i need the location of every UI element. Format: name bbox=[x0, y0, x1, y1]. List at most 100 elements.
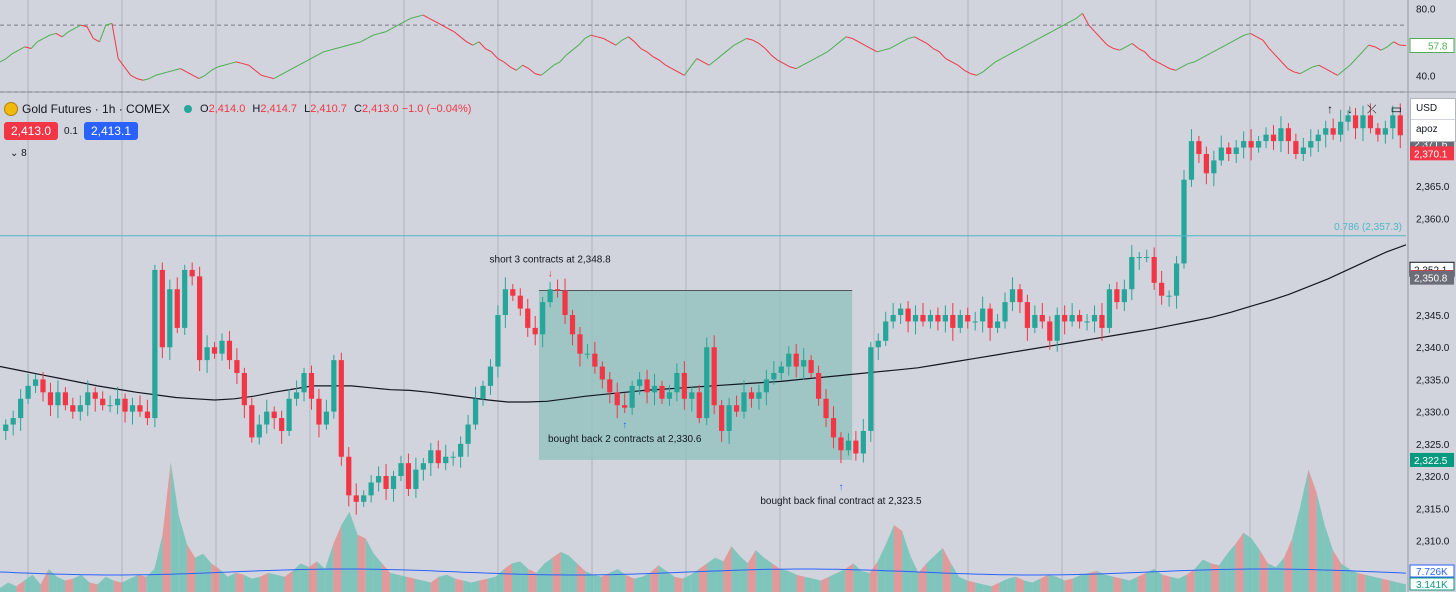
candle-body[interactable] bbox=[778, 366, 784, 373]
candle-body[interactable] bbox=[1285, 128, 1292, 142]
candle-body[interactable] bbox=[1352, 115, 1359, 129]
candle-body[interactable] bbox=[1136, 257, 1142, 259]
candle-body[interactable] bbox=[592, 353, 598, 367]
candle-body[interactable] bbox=[204, 347, 210, 361]
candle-body[interactable] bbox=[741, 392, 747, 412]
candle-body[interactable] bbox=[547, 289, 553, 303]
candle-body[interactable] bbox=[70, 405, 76, 412]
candle-body[interactable] bbox=[875, 340, 881, 348]
candle-body[interactable] bbox=[405, 463, 412, 489]
candle-body[interactable] bbox=[1263, 134, 1269, 142]
candle-body[interactable] bbox=[1360, 115, 1366, 129]
candle-body[interactable] bbox=[569, 315, 576, 335]
buy-button[interactable]: 2,413.1 bbox=[83, 122, 138, 140]
candle-body[interactable] bbox=[733, 405, 740, 412]
candle-body[interactable] bbox=[1248, 141, 1254, 148]
candle-body[interactable] bbox=[1211, 160, 1217, 174]
candle-body[interactable] bbox=[256, 424, 262, 438]
candle-body[interactable] bbox=[666, 392, 673, 399]
candle-body[interactable] bbox=[1278, 128, 1284, 142]
candle-body[interactable] bbox=[898, 308, 904, 316]
candle-body[interactable] bbox=[1017, 289, 1023, 303]
candle-body[interactable] bbox=[883, 321, 889, 341]
candle-body[interactable] bbox=[346, 456, 352, 496]
candle-body[interactable] bbox=[987, 308, 993, 328]
candle-body[interactable] bbox=[353, 495, 359, 502]
candle-body[interactable] bbox=[420, 463, 426, 470]
arrow-up-icon[interactable]: ↑ bbox=[1327, 102, 1334, 116]
candle-body[interactable] bbox=[912, 315, 919, 322]
currency-label[interactable]: USD bbox=[1416, 103, 1438, 114]
candle-body[interactable] bbox=[510, 289, 516, 296]
candle-body[interactable] bbox=[756, 392, 762, 399]
candle-body[interactable] bbox=[786, 353, 792, 367]
candle-body[interactable] bbox=[3, 424, 9, 431]
candle-body[interactable] bbox=[1241, 141, 1247, 148]
candle-body[interactable] bbox=[301, 372, 307, 393]
candle-body[interactable] bbox=[1144, 257, 1150, 259]
candle-body[interactable] bbox=[674, 372, 680, 393]
candle-body[interactable] bbox=[152, 269, 158, 419]
candle-body[interactable] bbox=[972, 321, 978, 323]
candle-body[interactable] bbox=[1054, 315, 1060, 341]
candle-body[interactable] bbox=[286, 398, 292, 431]
candle-body[interactable] bbox=[748, 392, 755, 399]
candle-body[interactable] bbox=[174, 289, 180, 328]
candle-body[interactable] bbox=[428, 450, 434, 464]
candle-body[interactable] bbox=[1226, 147, 1232, 154]
candle-body[interactable] bbox=[629, 385, 635, 408]
arrow-down-icon[interactable]: ↓ bbox=[1347, 102, 1354, 116]
candles[interactable] bbox=[3, 103, 1403, 515]
candle-body[interactable] bbox=[443, 456, 449, 464]
candle-body[interactable] bbox=[1173, 263, 1180, 296]
candle-body[interactable] bbox=[584, 353, 591, 355]
candle-body[interactable] bbox=[815, 372, 822, 399]
candle-body[interactable] bbox=[1338, 121, 1344, 135]
candle-body[interactable] bbox=[197, 276, 203, 361]
candle-body[interactable] bbox=[1397, 115, 1403, 136]
candle-body[interactable] bbox=[271, 411, 277, 419]
candle-body[interactable] bbox=[40, 379, 46, 393]
candle-body[interactable] bbox=[1129, 257, 1135, 290]
candle-body[interactable] bbox=[525, 308, 531, 328]
candle-body[interactable] bbox=[726, 405, 732, 431]
candle-body[interactable] bbox=[1375, 128, 1381, 135]
candle-body[interactable] bbox=[920, 315, 926, 322]
candle-body[interactable] bbox=[1308, 141, 1314, 148]
candle-body[interactable] bbox=[1062, 315, 1068, 322]
currency-selector[interactable]: USD apoz bbox=[1410, 98, 1456, 142]
candle-body[interactable] bbox=[375, 476, 382, 483]
candle-body[interactable] bbox=[77, 405, 83, 412]
candle-body[interactable] bbox=[517, 295, 523, 309]
candle-body[interactable] bbox=[622, 405, 628, 408]
candle-body[interactable] bbox=[458, 443, 464, 457]
candle-body[interactable] bbox=[487, 366, 494, 386]
candle-body[interactable] bbox=[1151, 257, 1157, 283]
candle-body[interactable] bbox=[55, 392, 61, 406]
candle-body[interactable] bbox=[1032, 315, 1038, 328]
candle-body[interactable] bbox=[1233, 147, 1239, 154]
candle-body[interactable] bbox=[950, 315, 956, 328]
candle-body[interactable] bbox=[18, 398, 24, 419]
candle-body[interactable] bbox=[25, 385, 31, 399]
candle-body[interactable] bbox=[1270, 134, 1277, 142]
candle-body[interactable] bbox=[1203, 153, 1209, 174]
candle-body[interactable] bbox=[32, 379, 39, 386]
candle-body[interactable] bbox=[1293, 141, 1299, 154]
sell-button[interactable]: 2,413.0 bbox=[4, 122, 59, 140]
candle-body[interactable] bbox=[659, 385, 665, 399]
candle-body[interactable] bbox=[144, 411, 151, 419]
candle-body[interactable] bbox=[502, 289, 508, 316]
candle-body[interactable] bbox=[368, 482, 374, 496]
candle-body[interactable] bbox=[830, 418, 837, 438]
collapse-icon[interactable]: ⤫ bbox=[1367, 102, 1377, 116]
candle-body[interactable] bbox=[1196, 141, 1202, 154]
candle-body[interactable] bbox=[689, 392, 695, 399]
candle-body[interactable] bbox=[994, 321, 1001, 328]
candle-body[interactable] bbox=[1024, 302, 1031, 328]
candle-body[interactable] bbox=[637, 379, 643, 386]
candle-body[interactable] bbox=[465, 424, 471, 444]
candle-body[interactable] bbox=[607, 379, 613, 393]
candle-body[interactable] bbox=[279, 418, 285, 431]
